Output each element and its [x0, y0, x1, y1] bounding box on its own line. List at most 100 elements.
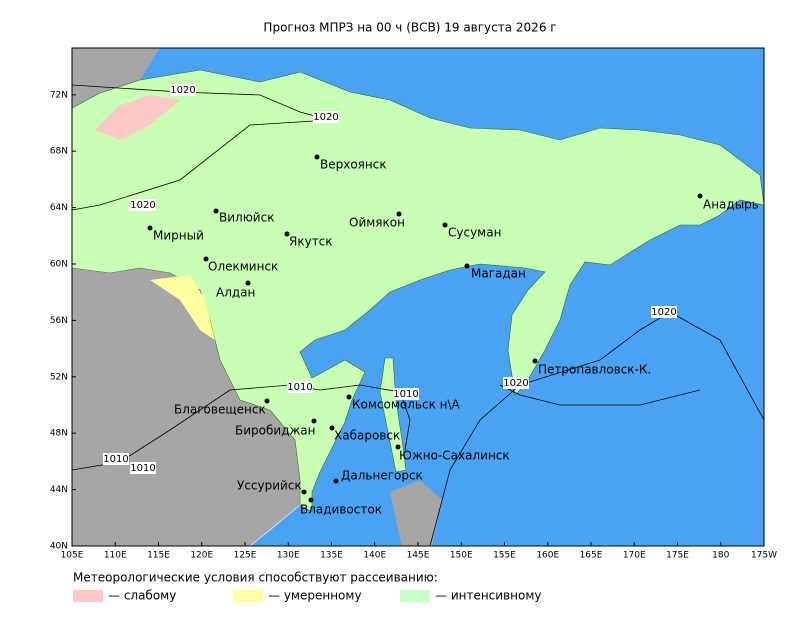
- isobar-label: 1010: [393, 389, 418, 400]
- city-label: Благовещенск: [174, 403, 266, 417]
- y-tick-label: 48N: [50, 429, 68, 439]
- city-label: Биробиджан: [235, 424, 316, 438]
- city-dot: [346, 394, 352, 400]
- legend-swatch: [400, 590, 430, 602]
- map-area: [71, 48, 765, 547]
- city-label: Мирный: [153, 229, 204, 243]
- city-dot: [532, 358, 538, 364]
- weak-zone: [95, 95, 180, 140]
- city-label: Оймякон: [349, 216, 405, 230]
- legend-swatch: [233, 590, 263, 602]
- city-dot: [213, 208, 219, 214]
- x-tick-label: 180: [712, 551, 729, 561]
- city-label: Южно-Сахалинск: [399, 449, 510, 463]
- city-dot: [329, 425, 335, 431]
- x-tick-label: 160E: [536, 551, 559, 561]
- city-dot: [301, 489, 307, 495]
- city-label: Сусуман: [448, 226, 501, 240]
- isobar-label-bg: [313, 111, 339, 123]
- x-tick-label: 115E: [147, 551, 170, 561]
- x-tick-label: 175E: [666, 551, 689, 561]
- x-tick-label: 170E: [623, 551, 646, 561]
- japan: [390, 480, 442, 546]
- city-dot: [203, 256, 209, 262]
- y-tick-label: 68N: [50, 147, 68, 157]
- city-dot: [333, 478, 339, 484]
- y-tick-label: 56N: [50, 316, 68, 326]
- city-dot: [697, 193, 703, 199]
- x-tick-label: 145E: [407, 551, 430, 561]
- city-dot: [314, 154, 320, 160]
- legend-item: — умеренному: [268, 589, 362, 603]
- isobar-label-bg: [130, 462, 156, 474]
- legend-item: — интенсивному: [435, 589, 542, 603]
- isobar-label: 1010: [287, 382, 312, 393]
- isobar-label: 1010: [130, 463, 155, 474]
- city-dot: [245, 280, 251, 286]
- x-tick-label: 105E: [61, 551, 84, 561]
- city-label: Вилюйск: [219, 211, 274, 225]
- legend-title: Метеорологические условия способствуют р…: [73, 571, 438, 585]
- x-tick-label: 175W: [751, 551, 777, 561]
- city-label: Комсомольск н\А: [352, 398, 461, 412]
- isobar-label-bg: [287, 381, 313, 393]
- isobar-label-bg: [103, 453, 129, 465]
- isobar-label-bg: [393, 388, 419, 400]
- title: Прогноз МПРЗ на 00 ч (ВСВ) 19 августа 20…: [263, 21, 556, 35]
- x-tick-label: 150E: [450, 551, 473, 561]
- moderate-zone: [150, 275, 215, 340]
- city-label: Магадан: [471, 267, 526, 281]
- sakhalin: [379, 357, 407, 473]
- y-tick-label: 64N: [50, 203, 68, 213]
- y-tick-label: 44N: [50, 485, 68, 495]
- x-tick-label: 110E: [104, 551, 127, 561]
- city-dot: [308, 497, 314, 503]
- isobar: [499, 384, 701, 406]
- isobar-label-bg: [130, 199, 156, 211]
- isobar-label: 1020: [130, 200, 155, 211]
- legend-swatch: [73, 590, 103, 602]
- city-dot: [311, 418, 317, 424]
- x-tick-label: 165E: [580, 551, 603, 561]
- city-dot: [264, 398, 270, 404]
- isobar-label: 1010: [103, 454, 128, 465]
- city-label: Якутск: [289, 235, 333, 249]
- city-label: Алдан: [216, 286, 255, 300]
- y-tick-label: 60N: [50, 260, 68, 270]
- russia-land: [71, 69, 765, 513]
- foreign-land: [72, 48, 160, 108]
- city-label: Петропавловск-К.: [538, 363, 651, 377]
- x-tick-label: 130E: [277, 551, 300, 561]
- y-tick-label: 72N: [50, 90, 68, 100]
- city-label: Хабаровск: [334, 429, 400, 443]
- isobar-label: 1020: [651, 307, 676, 318]
- city-label: Дальнегорск: [341, 469, 423, 483]
- city-label: Анадырь: [703, 198, 759, 212]
- city-label: Владивосток: [300, 503, 382, 517]
- isobar-label: 1020: [313, 112, 338, 123]
- x-tick-label: 120E: [190, 551, 213, 561]
- city-label: Олекминск: [208, 260, 278, 274]
- city-label: Уссурийск: [237, 479, 302, 493]
- city-dot: [147, 225, 153, 231]
- city-dot: [395, 444, 401, 450]
- city-dot: [464, 263, 470, 269]
- y-tick-label: 52N: [50, 372, 68, 382]
- y-tick-label: 40N: [50, 542, 68, 552]
- legend-item: — слабому: [108, 589, 176, 603]
- x-tick-label: 125E: [234, 551, 257, 561]
- isobar-label-bg: [170, 84, 196, 96]
- isobar: [429, 311, 765, 547]
- city-label: Верхоянск: [320, 158, 387, 172]
- x-tick-label: 140E: [363, 551, 386, 561]
- isobar-label: 1020: [170, 85, 195, 96]
- city-dot: [442, 222, 448, 228]
- city-dot: [396, 211, 402, 217]
- isobar-label-bg: [503, 377, 529, 389]
- x-tick-label: 135E: [320, 551, 343, 561]
- city-dot: [284, 231, 290, 237]
- isobar-label: 1020: [503, 378, 528, 389]
- x-tick-label: 155E: [493, 551, 516, 561]
- isobar-label-bg: [651, 306, 677, 318]
